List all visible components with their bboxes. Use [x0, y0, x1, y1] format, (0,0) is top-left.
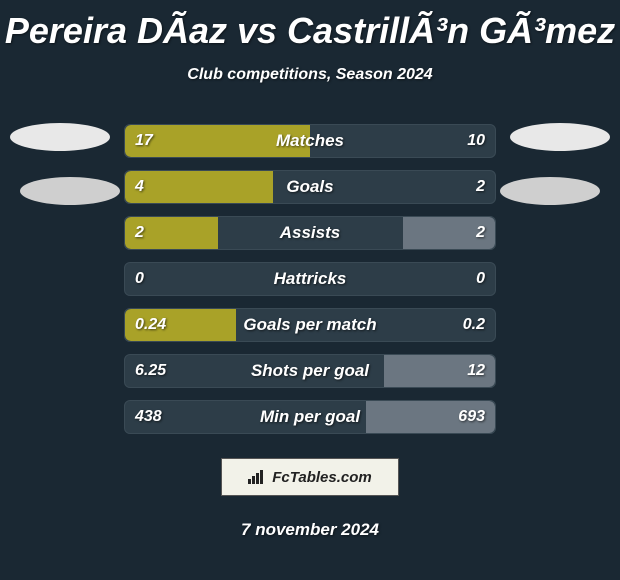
player-badge-left-primary [10, 123, 110, 151]
stat-value-right: 0 [476, 263, 485, 295]
stat-row: 6.25Shots per goal12 [124, 354, 496, 388]
player-badge-right-secondary [500, 177, 600, 205]
stat-label: Min per goal [125, 401, 495, 433]
player-badge-right-primary [510, 123, 610, 151]
stat-value-right: 10 [467, 125, 485, 157]
stat-label: Assists [125, 217, 495, 249]
stat-row: 0.24Goals per match0.2 [124, 308, 496, 342]
page-subtitle: Club competitions, Season 2024 [0, 66, 620, 84]
stat-label: Goals [125, 171, 495, 203]
stat-row: 2Assists2 [124, 216, 496, 250]
stat-row: 438Min per goal693 [124, 400, 496, 434]
stat-label: Goals per match [125, 309, 495, 341]
stat-row: 0Hattricks0 [124, 262, 496, 296]
stat-label: Hattricks [125, 263, 495, 295]
page-title: Pereira DÃ­az vs CastrillÃ³n GÃ³mez [0, 0, 620, 52]
stat-row: 4Goals2 [124, 170, 496, 204]
stat-value-right: 0.2 [463, 309, 485, 341]
bar-chart-icon [248, 470, 266, 484]
stat-label: Matches [125, 125, 495, 157]
stat-value-right: 2 [476, 171, 485, 203]
stat-label: Shots per goal [125, 355, 495, 387]
stat-row: 17Matches10 [124, 124, 496, 158]
stat-value-right: 12 [467, 355, 485, 387]
stats-comparison: 17Matches104Goals22Assists20Hattricks00.… [0, 124, 620, 434]
date-label: 7 november 2024 [0, 520, 620, 540]
branding-box: FcTables.com [221, 458, 399, 496]
player-badge-left-secondary [20, 177, 120, 205]
stat-value-right: 2 [476, 217, 485, 249]
stat-value-right: 693 [458, 401, 485, 433]
branding-text: FcTables.com [272, 469, 371, 486]
